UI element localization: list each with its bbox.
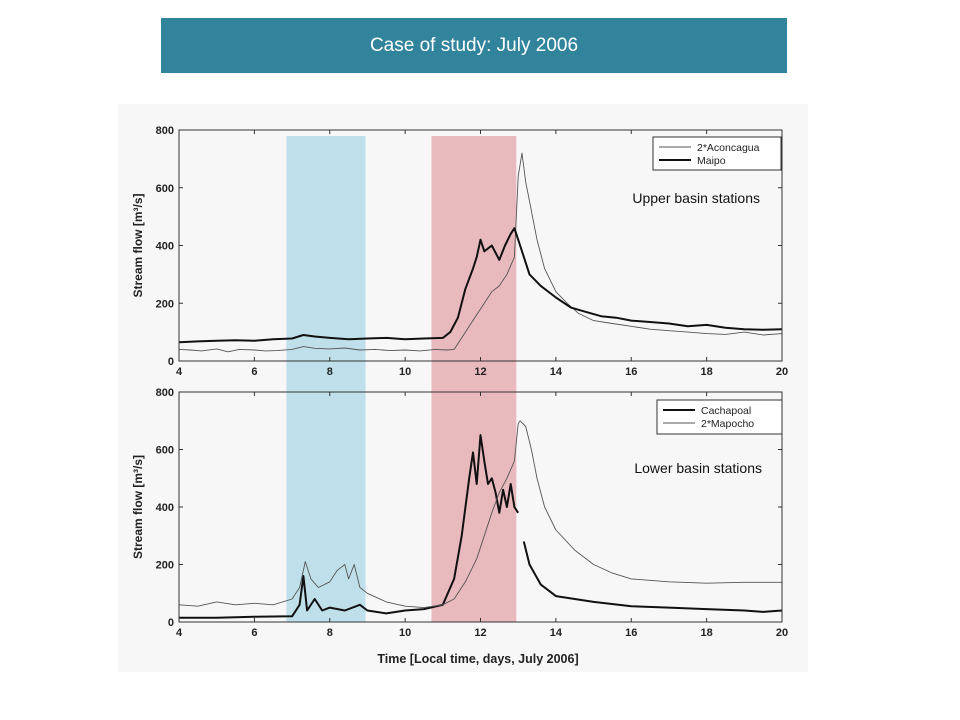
x-tick-label: 6 [251, 366, 257, 378]
slide-title: Case of study: July 2006 [161, 18, 787, 73]
x-tick-label: 12 [474, 627, 486, 639]
highlight-band-1 [286, 136, 366, 622]
legend-entry-label: Maipo [697, 155, 726, 167]
highlight-band-2 [431, 136, 517, 622]
series-line-maipo [178, 227, 783, 344]
y-tick-label: 200 [156, 298, 174, 310]
series-line-2-aconcagua [178, 152, 783, 353]
x-tick-label: 10 [399, 627, 411, 639]
legend-box [656, 399, 783, 435]
x-tick-label: 8 [327, 627, 333, 639]
x-tick-label: 20 [776, 366, 788, 378]
x-tick-label: 4 [176, 366, 183, 378]
x-tick-label: 20 [776, 627, 788, 639]
y-tick-label: 400 [156, 502, 174, 514]
y-tick-label: 200 [156, 560, 174, 572]
x-tick-label: 16 [625, 366, 637, 378]
y-axis-label: Stream flow [m³/s] [131, 455, 145, 559]
y-tick-label: 0 [168, 617, 174, 629]
y-tick-label: 600 [156, 445, 174, 457]
x-tick-label: 18 [701, 627, 713, 639]
y-tick-label: 800 [156, 387, 174, 399]
x-tick-label: 14 [550, 366, 563, 378]
y-tick-label: 0 [168, 356, 174, 368]
legend-entry-label: 2*Aconcagua [697, 142, 760, 154]
x-tick-label: 10 [399, 366, 411, 378]
y-tick-label: 400 [156, 241, 174, 253]
x-tick-label: 12 [474, 366, 486, 378]
y-axis-label: Stream flow [m³/s] [131, 193, 145, 297]
series-line-2-mapocho [178, 420, 782, 609]
legend-entry-label: Cachapoal [701, 405, 751, 417]
panel-annotation: Lower basin stations [634, 460, 762, 476]
y-tick-label: 600 [156, 183, 174, 195]
stream-flow-figure: 4 6 8 10 12 14 16 18 20 0 200 400 600 800 Stream flow … [118, 104, 808, 672]
x-tick-label: 14 [550, 627, 563, 639]
legend-entry-label: 2*Mapocho [701, 418, 754, 430]
x-tick-label: 4 [176, 627, 183, 639]
x-tick-label: 16 [625, 627, 637, 639]
x-tick-label: 6 [251, 627, 257, 639]
x-tick-label: 18 [701, 366, 713, 378]
y-tick-label: 800 [156, 125, 174, 137]
panel-annotation: Upper basin stations [632, 190, 760, 206]
legend-box [652, 136, 782, 171]
x-tick-label: 8 [327, 366, 333, 378]
x-axis-label: Time [Local time, days, July 2006] [377, 652, 578, 666]
